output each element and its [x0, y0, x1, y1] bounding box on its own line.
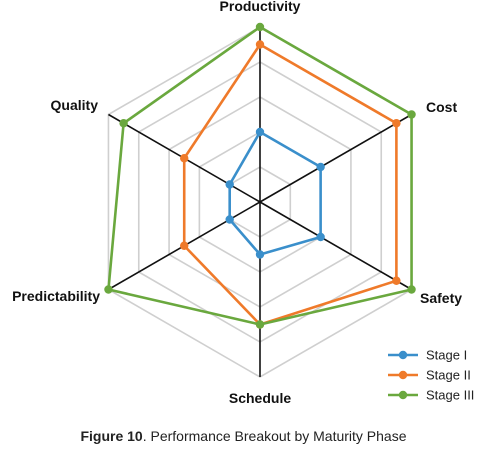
data-point-s3-cost [407, 110, 416, 119]
data-point-s1-predictability [225, 215, 234, 224]
axis-label-schedule: Schedule [229, 390, 291, 406]
data-point-s1-quality [225, 180, 234, 189]
data-point-s1-cost [316, 162, 325, 172]
caption-label: Figure 10 [80, 428, 143, 444]
data-point-s3-predictability [104, 285, 113, 294]
axis-line-safety [259, 201, 412, 291]
axis-label-productivity: Productivity [220, 0, 301, 14]
data-point-s3-productivity [255, 22, 265, 32]
data-point-s3-safety [407, 285, 416, 294]
data-point-s2-quality [180, 154, 189, 163]
legend-label-2: Stage II [426, 368, 471, 383]
axis-line-cost [259, 113, 412, 203]
data-point-s1-productivity [255, 127, 265, 137]
data-point-s2-safety [392, 276, 401, 285]
data-point-s2-predictability [180, 241, 189, 250]
data-point-s3-schedule [255, 320, 265, 329]
axis-label-safety: Safety [420, 290, 462, 306]
data-point-s1-safety [316, 232, 325, 242]
legend-marker-2 [398, 370, 408, 380]
data-point-s1-schedule [255, 250, 265, 259]
legend-label-1: Stage I [426, 348, 467, 363]
axis-label-quality: Quality [51, 97, 99, 113]
axis-label-cost: Cost [426, 99, 457, 115]
legend-label-3: Stage III [426, 388, 474, 403]
data-point-s3-quality [119, 119, 128, 128]
figure-caption: Figure 10. Performance Breakout by Matur… [0, 428, 487, 444]
legend-marker-1 [398, 350, 408, 360]
legend-marker-3 [398, 390, 408, 400]
caption-text: . Performance Breakout by Maturity Phase [142, 428, 407, 444]
data-point-s2-cost [392, 119, 401, 128]
axis-label-predictability: Predictability [12, 288, 100, 304]
data-point-s2-productivity [255, 40, 265, 49]
